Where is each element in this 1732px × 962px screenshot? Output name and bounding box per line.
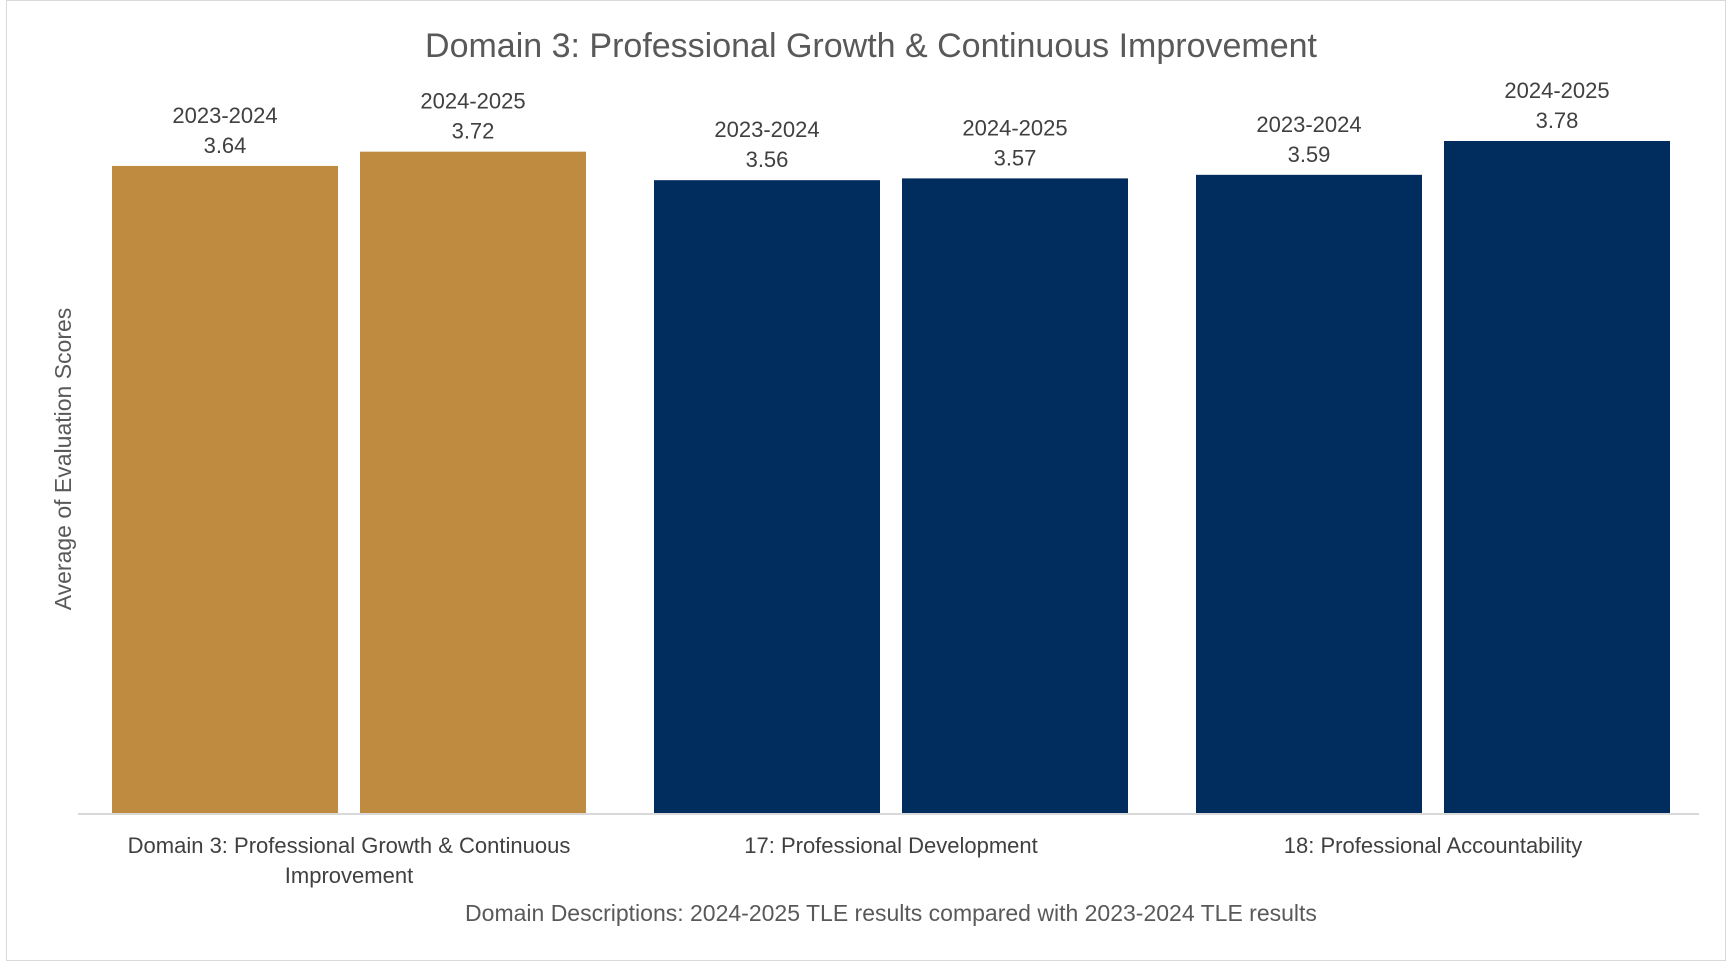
- data-label-series-3-1: 2023-2024: [1256, 112, 1361, 137]
- bar-2-2023-2024: [654, 180, 880, 814]
- data-label-value-3-2: 3.78: [1536, 108, 1579, 133]
- bar-3-2024-2025: [1444, 141, 1670, 814]
- data-label-series-2-1: 2023-2024: [714, 117, 819, 142]
- category-labels-layer: Domain 3: Professional Growth & Continuo…: [128, 833, 1583, 888]
- bars-layer: 2023-2024 3.64 2024-2025 3.72 2023-2024 3.56 2…: [112, 78, 1670, 815]
- x-axis-label: Domain Descriptions: 2024-2025 TLE resul…: [465, 900, 1317, 926]
- chart-frame: Domain 3: Professional Growth & Continuo…: [6, 0, 1726, 961]
- data-label-series-1-1: 2023-2024: [172, 103, 277, 128]
- bar-2-2024-2025: [902, 178, 1128, 814]
- data-label-series-2-2: 2024-2025: [962, 115, 1067, 140]
- bar-3-2023-2024: [1196, 174, 1422, 814]
- data-label-value-2-2: 3.57: [994, 145, 1037, 170]
- bar-chart: Domain 3: Professional Growth & Continuo…: [50, 27, 1699, 926]
- chart-title: Domain 3: Professional Growth & Continuo…: [425, 27, 1318, 65]
- data-label-value-2-1: 3.56: [746, 147, 789, 172]
- bar-1-2023-2024: [112, 165, 338, 815]
- category-label-2: 17: Professional Development: [744, 833, 1038, 858]
- category-label-3: 18: Professional Accountability: [1284, 833, 1582, 858]
- bar-1-2024-2025: [360, 151, 586, 814]
- data-label-value-3-1: 3.59: [1288, 142, 1331, 167]
- category-label-1-line-1: Domain 3: Professional Growth & Continuo…: [128, 833, 571, 858]
- data-label-value-1-1: 3.64: [204, 133, 247, 158]
- category-label-1-line-2: Improvement: [285, 863, 413, 888]
- data-label-series-3-2: 2024-2025: [1504, 78, 1609, 103]
- data-label-series-1-2: 2024-2025: [420, 89, 525, 114]
- y-axis-label: Average of Evaluation Scores: [50, 308, 76, 611]
- data-label-value-1-2: 3.72: [452, 119, 495, 144]
